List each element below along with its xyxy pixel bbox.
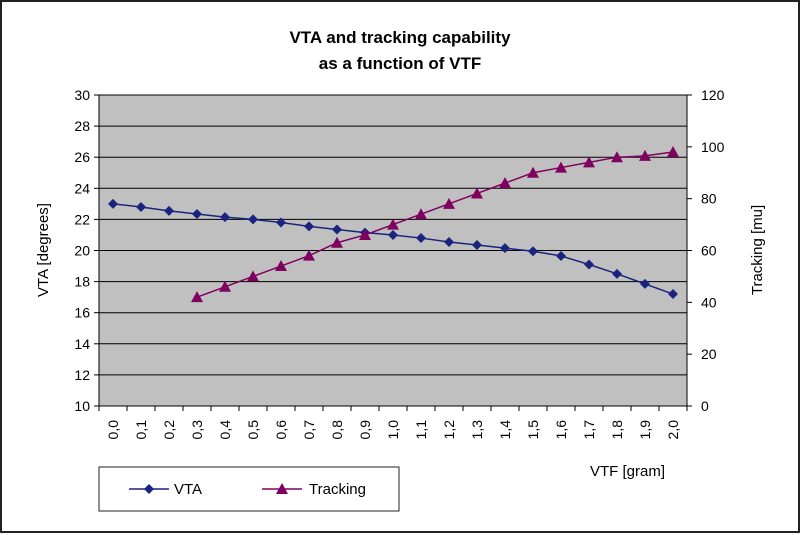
data-point-tracking — [639, 149, 651, 161]
data-point-tracking — [527, 166, 539, 178]
x-tick-label: 1,0 — [385, 420, 401, 440]
x-tick-label: 1,2 — [441, 420, 457, 440]
right-axis-ticks: 0 20 40 60 80 100 120 — [687, 87, 725, 414]
right-tick-label: 20 — [701, 346, 717, 362]
data-point-vta — [108, 198, 118, 209]
x-tick-label: 0,8 — [329, 420, 345, 440]
data-point-vta — [528, 246, 538, 257]
grid-lines — [99, 94, 687, 376]
left-axis-ticks: 10 12 14 16 18 20 22 24 26 28 30 — [74, 87, 99, 414]
left-tick-label: 10 — [74, 398, 90, 414]
left-tick-label: 12 — [74, 367, 90, 383]
data-point-tracking — [331, 236, 343, 248]
left-tick-label: 26 — [74, 149, 90, 165]
x-tick-label: 0,2 — [161, 420, 177, 440]
data-point-vta — [640, 278, 650, 289]
data-point-vta — [164, 205, 174, 216]
left-tick-label: 24 — [74, 180, 90, 196]
left-axis-label: VTA [degrees] — [35, 203, 52, 297]
legend-label-tracking: Tracking — [309, 481, 366, 498]
data-point-vta — [304, 221, 314, 232]
x-tick-label: 0,3 — [189, 420, 205, 440]
x-tick-label: 0,6 — [273, 420, 289, 440]
right-axis-label: Tracking [mu] — [749, 205, 766, 295]
data-point-tracking — [443, 197, 455, 209]
data-point-tracking — [275, 260, 287, 272]
legend-marker-vta — [144, 484, 154, 494]
left-tick-label: 14 — [74, 336, 90, 352]
x-tick-label: 1,5 — [525, 420, 541, 440]
x-tick-label: 1,6 — [553, 420, 569, 440]
data-point-vta — [192, 208, 202, 219]
data-point-vta — [332, 224, 342, 235]
x-tick-label: 1,7 — [581, 420, 597, 440]
legend-label-vta: VTA — [174, 481, 202, 498]
data-point-tracking — [387, 218, 399, 230]
data-point-vta — [416, 233, 426, 244]
x-axis-ticks: 0,0 0,1 0,2 0,3 0,4 0,5 0,6 0,7 0,8 0,9 1,0 1,1 1,2 1… — [98, 406, 688, 440]
chart-title-line1: VTA and tracking capability — [289, 28, 511, 47]
right-tick-label: 60 — [701, 243, 717, 259]
x-tick-label: 1,4 — [497, 420, 513, 440]
data-point-vta — [444, 236, 454, 247]
right-tick-label: 80 — [701, 191, 717, 207]
data-point-vta — [276, 217, 286, 228]
left-tick-label: 16 — [74, 305, 90, 321]
data-point-vta — [472, 240, 482, 251]
data-point-vta — [556, 250, 566, 261]
data-point-vta — [388, 229, 398, 240]
data-point-tracking — [611, 151, 623, 163]
x-tick-label: 0,5 — [245, 420, 261, 440]
x-tick-label: 2,0 — [665, 420, 681, 440]
data-point-vta — [584, 259, 594, 270]
left-tick-label: 18 — [74, 274, 90, 290]
right-tick-label: 40 — [701, 294, 717, 310]
legend: VTA Tracking — [129, 481, 366, 498]
data-point-vta — [136, 201, 146, 212]
left-tick-label: 28 — [74, 118, 90, 134]
x-tick-label: 0,0 — [105, 420, 121, 440]
chart-title-line2: as a function of VTF — [319, 54, 481, 73]
data-point-tracking — [191, 291, 203, 303]
data-point-vta — [220, 212, 230, 223]
left-tick-label: 30 — [74, 87, 90, 103]
legend-marker-tracking — [276, 483, 288, 494]
data-point-tracking — [359, 228, 371, 240]
x-tick-label: 1,8 — [609, 420, 625, 440]
data-point-tracking — [499, 177, 511, 189]
data-point-vta — [248, 214, 258, 225]
series-line-tracking — [196, 151, 674, 298]
x-tick-label: 1,1 — [413, 420, 429, 440]
x-tick-label: 0,1 — [133, 420, 149, 440]
left-tick-label: 22 — [74, 211, 90, 227]
data-point-tracking — [583, 156, 595, 168]
x-tick-label: 1,3 — [469, 420, 485, 440]
x-axis-label: VTF [gram] — [590, 463, 665, 480]
data-point-tracking — [303, 249, 315, 261]
data-point-vta — [668, 289, 678, 300]
x-tick-label: 0,7 — [301, 420, 317, 440]
x-tick-label: 0,4 — [217, 420, 233, 440]
x-tick-label: 0,9 — [357, 420, 373, 440]
data-point-tracking — [471, 187, 483, 199]
data-point-tracking — [219, 280, 231, 292]
data-point-tracking — [415, 208, 427, 220]
data-point-tracking — [247, 270, 259, 282]
right-tick-label: 0 — [701, 398, 709, 414]
right-tick-label: 100 — [701, 139, 725, 155]
data-point-tracking — [667, 146, 679, 158]
data-point-tracking — [555, 161, 567, 173]
left-tick-label: 20 — [74, 243, 90, 259]
series-layer — [108, 146, 679, 303]
right-tick-label: 120 — [701, 87, 725, 103]
x-tick-label: 1,9 — [637, 420, 653, 440]
data-point-vta — [612, 268, 622, 279]
data-point-vta — [500, 243, 510, 254]
